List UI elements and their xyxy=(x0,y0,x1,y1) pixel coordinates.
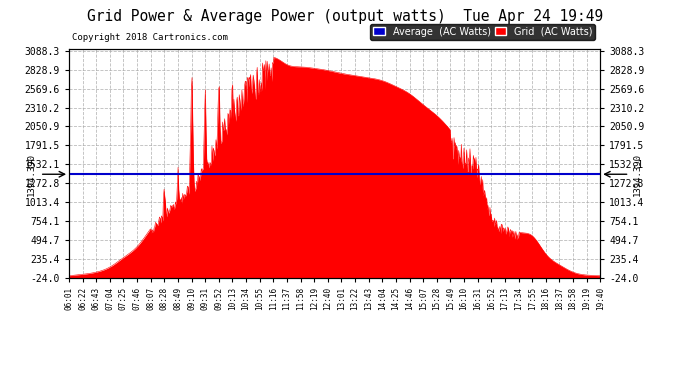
Legend: Average  (AC Watts), Grid  (AC Watts): Average (AC Watts), Grid (AC Watts) xyxy=(371,24,595,40)
Text: 1394.390: 1394.390 xyxy=(28,153,37,196)
Text: 1394.390: 1394.390 xyxy=(633,153,642,196)
Text: Grid Power & Average Power (output watts)  Tue Apr 24 19:49: Grid Power & Average Power (output watts… xyxy=(87,9,603,24)
Text: Copyright 2018 Cartronics.com: Copyright 2018 Cartronics.com xyxy=(72,33,228,42)
